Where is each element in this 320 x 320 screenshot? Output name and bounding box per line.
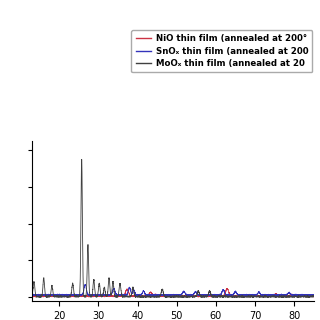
Legend: NiO thin film (annealed at 200°, SnOₓ thin film (annealed at 200, MoOₓ thin film: NiO thin film (annealed at 200°, SnOₓ th… — [132, 30, 313, 72]
